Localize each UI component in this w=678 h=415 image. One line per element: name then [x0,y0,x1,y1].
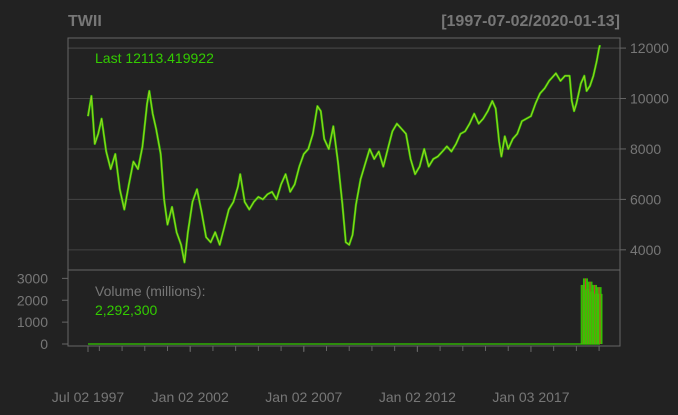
price-y-tick-label: 4000 [630,242,661,258]
volume-value: 2,292,300 [95,302,157,318]
price-y-tick-label: 8000 [630,141,661,157]
chart-title: TWII [68,13,102,30]
price-y-tick-label: 12000 [630,40,669,56]
x-axis-ticks: Jul 02 1997 Jan 02 2002 Jan 02 2007 Jan 02 … [52,346,600,405]
volume-y-tick-label: 0 [40,336,48,352]
chart-frame [67,37,621,347]
date-range-label: [1997-07-02/2020-01-13] [441,13,620,30]
volume-panel-frame [67,269,621,347]
x-tick-label: Jan 02 2007 [265,389,342,405]
x-tick-label: Jan 02 2002 [152,389,229,405]
x-tick-label: Jan 02 2012 [379,389,456,405]
x-tick-label: Jul 02 1997 [52,389,125,405]
x-tick-label: Jan 03 2017 [492,389,569,405]
price-line [86,44,602,264]
volume-y-tick-label: 3000 [17,270,48,286]
price-panel-frame [67,37,621,271]
y-axis-ticks: 4000 6000 8000 10000 12000 0 1000 2000 3000 [17,40,669,352]
price-y-tick-label: 10000 [630,91,669,107]
price-line-overlay [87,45,601,263]
price-y-tick-label: 6000 [630,191,661,207]
last-price-label: Last 12113.419922 [95,50,214,66]
volume-label: Volume (millions): [95,283,205,299]
volume-bars [88,278,603,345]
volume-y-tick-label: 2000 [17,292,48,308]
price-series [86,44,602,264]
volume-y-tick-label: 1000 [17,314,48,330]
